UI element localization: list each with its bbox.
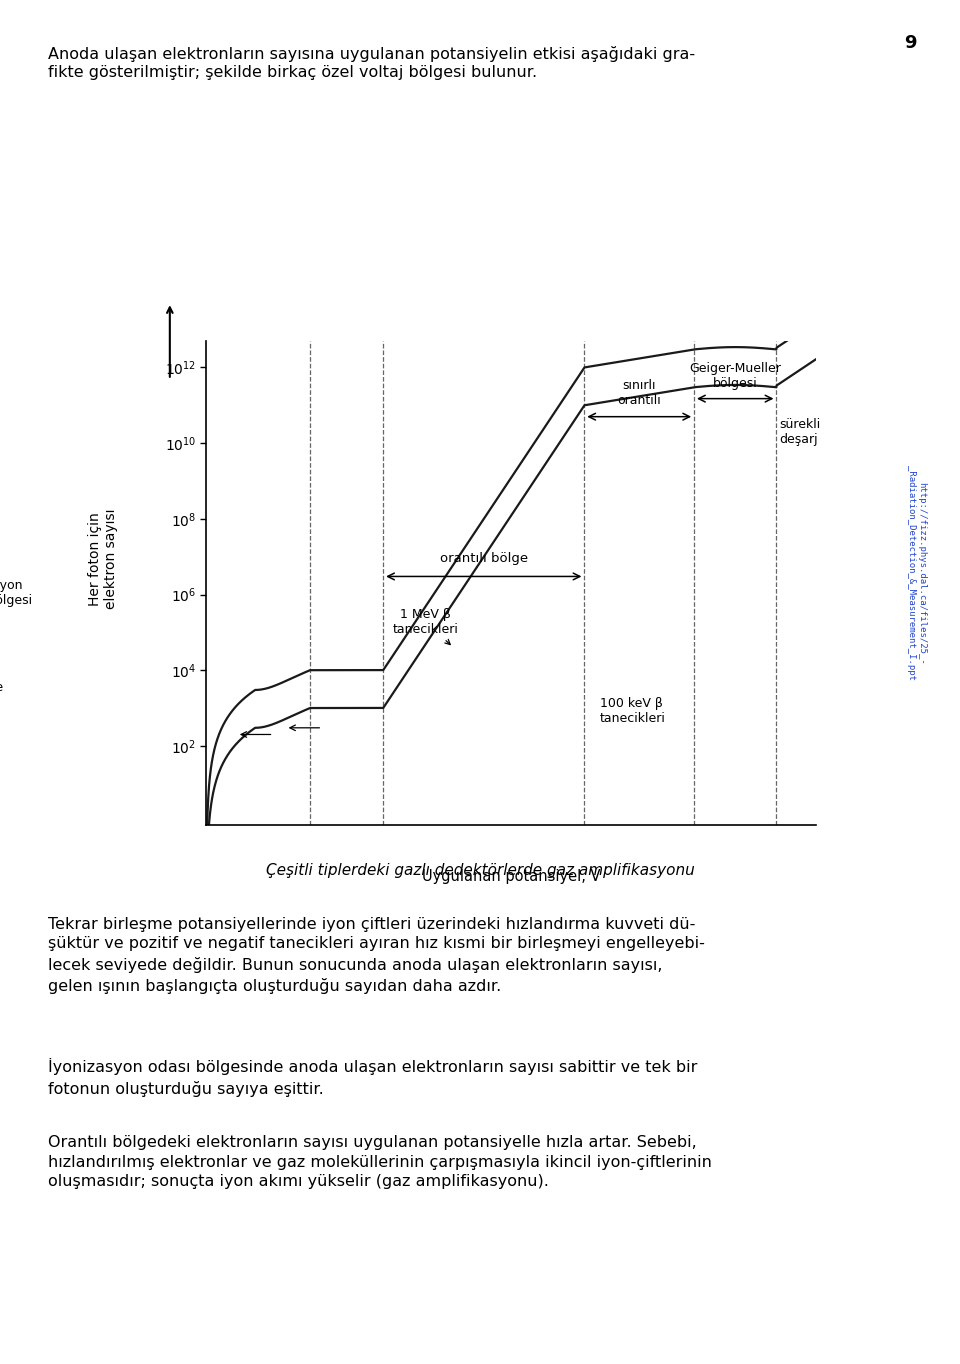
Text: Anoda ulaşan elektronların sayısına uygulanan potansiyelin etkisi aşağıdaki gra-: Anoda ulaşan elektronların sayısına uygu…	[48, 46, 695, 79]
Text: http://fizz.phys.dal.ca/files/25_-
_Radiation_Detection_&_Measurement_I.ppt: http://fizz.phys.dal.ca/files/25_- _Radi…	[907, 465, 926, 681]
Text: iyonizasyon
odası bölgesi: iyonizasyon odası bölgesi	[0, 578, 33, 607]
Text: Uygulanan potansiyel, V: Uygulanan potansiyel, V	[422, 869, 600, 884]
Text: Çeşitli tiplerdeki gazlı dedektörlerde gaz amplifikasyonu: Çeşitli tiplerdeki gazlı dedektörlerde g…	[266, 863, 694, 878]
Text: orantılı bölge: orantılı bölge	[440, 552, 528, 565]
Text: tekrar
birleşme: tekrar birleşme	[0, 666, 5, 694]
Text: Her foton için
elektron sayısı: Her foton için elektron sayısı	[87, 509, 118, 610]
Text: sınırlı
orantılı: sınırlı orantılı	[617, 379, 661, 406]
Text: sürekli
deşarj: sürekli deşarj	[780, 417, 821, 446]
Text: İyonizasyon odası bölgesinde anoda ulaşan elektronların sayısı sabittir ve tek b: İyonizasyon odası bölgesinde anoda ulaşa…	[48, 1058, 697, 1097]
Text: Orantılı bölgedeki elektronların sayısı uygulanan potansiyelle hızla artar. Sebe: Orantılı bölgedeki elektronların sayısı …	[48, 1135, 712, 1189]
Text: 100 keV β
tanecikleri: 100 keV β tanecikleri	[600, 697, 665, 724]
Text: Geiger-Mueller
bölgesi: Geiger-Mueller bölgesi	[689, 363, 781, 390]
Text: Tekrar birleşme potansiyellerinde iyon çiftleri üzerindeki hızlandırma kuvveti d: Tekrar birleşme potansiyellerinde iyon ç…	[48, 917, 705, 994]
Text: 1 MeV β
tanecikleri: 1 MeV β tanecikleri	[393, 608, 459, 645]
Text: 9: 9	[904, 34, 917, 52]
